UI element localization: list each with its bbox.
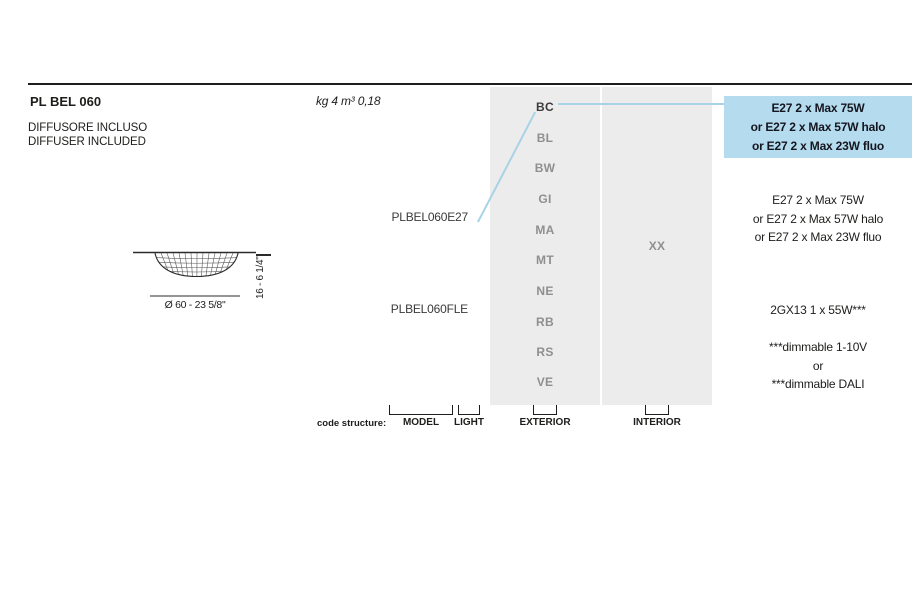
diffuser-note-it: DIFFUSORE INCLUSO (28, 122, 148, 134)
weight-volume-spec: kg 4 m³ 0,18 (316, 94, 381, 108)
group-label-interior: INTERIOR (633, 417, 681, 428)
exterior-code-rb: RB (536, 315, 554, 329)
code-structure-label: code structure: (317, 418, 387, 429)
connector-line-horizontal (558, 103, 724, 106)
bracket-exterior (533, 405, 557, 415)
exterior-code-mt: MT (536, 253, 554, 267)
exterior-code-bl: BL (536, 131, 554, 145)
lamp-spec-plain-line2: or E27 2 x Max 57W halo (752, 211, 884, 226)
diffuser-outline (154, 252, 239, 278)
lamp-spec-highlighted: E27 2 x Max 75W or E27 2 x Max 57W halo … (724, 96, 912, 158)
diffuser-note-en: DIFFUSER INCLUDED (28, 135, 146, 148)
model-code-fle: PLBEL060FLE (390, 302, 468, 316)
interior-code-xx: XX (648, 239, 666, 253)
model-code-e27: PLBEL060E27 (391, 210, 468, 224)
page-title: PL BEL 060 (30, 94, 102, 109)
dimmable-note-line2: or (812, 358, 824, 373)
exterior-code-bc: BC (536, 100, 554, 114)
exterior-code-ne: NE (536, 284, 554, 298)
diffuser-note: DIFFUSORE INCLUSO DIFFUSER INCLUDED (28, 122, 147, 149)
height-dimension-label: 16 - 6 1/4" (255, 256, 266, 300)
bracket-model (389, 405, 453, 415)
height-dimension-tick (256, 254, 271, 256)
group-label-exterior: EXTERIOR (519, 417, 571, 428)
group-label-light: LIGHT (454, 417, 484, 428)
diameter-dimension-label: Ø 60 - 23 5/8" (164, 299, 226, 311)
lamp-spec-highlighted-line1: E27 2 x Max 75W (771, 100, 865, 115)
diffuser-mesh (155, 253, 238, 277)
top-rule (28, 83, 912, 85)
exterior-code-ve: VE (536, 375, 554, 389)
lamp-spec-highlighted-line2: or E27 2 x Max 57W halo (750, 119, 886, 134)
exterior-code-ma: MA (535, 223, 555, 237)
lamp-spec-plain: E27 2 x Max 75W or E27 2 x Max 57W halo … (724, 191, 912, 247)
exterior-codes-column: BC BL BW GI MA MT NE RB RS VE (490, 87, 600, 405)
exterior-code-gi: GI (538, 192, 552, 206)
dimmable-note-line1: ***dimmable 1-10V (769, 340, 867, 354)
fluo-spec: 2GX13 1 x 55W*** (770, 303, 866, 317)
exterior-code-bw: BW (534, 161, 556, 175)
lamp-spec-plain-line1: E27 2 x Max 75W (772, 193, 864, 207)
bracket-light (458, 405, 480, 415)
dimmable-note-line3: ***dimmable DALI (771, 377, 865, 391)
interior-codes-column (602, 87, 712, 405)
lamp-spec-highlighted-line3: or E27 2 x Max 23W fluo (751, 138, 885, 153)
dimmable-note: ***dimmable 1-10V or ***dimmable DALI (724, 338, 912, 394)
exterior-code-rs: RS (536, 345, 554, 359)
group-label-model: MODEL (402, 417, 440, 428)
bracket-interior (645, 405, 669, 415)
product-drawing (133, 251, 256, 297)
lamp-spec-plain-line3: or E27 2 x Max 23W fluo (754, 230, 882, 244)
